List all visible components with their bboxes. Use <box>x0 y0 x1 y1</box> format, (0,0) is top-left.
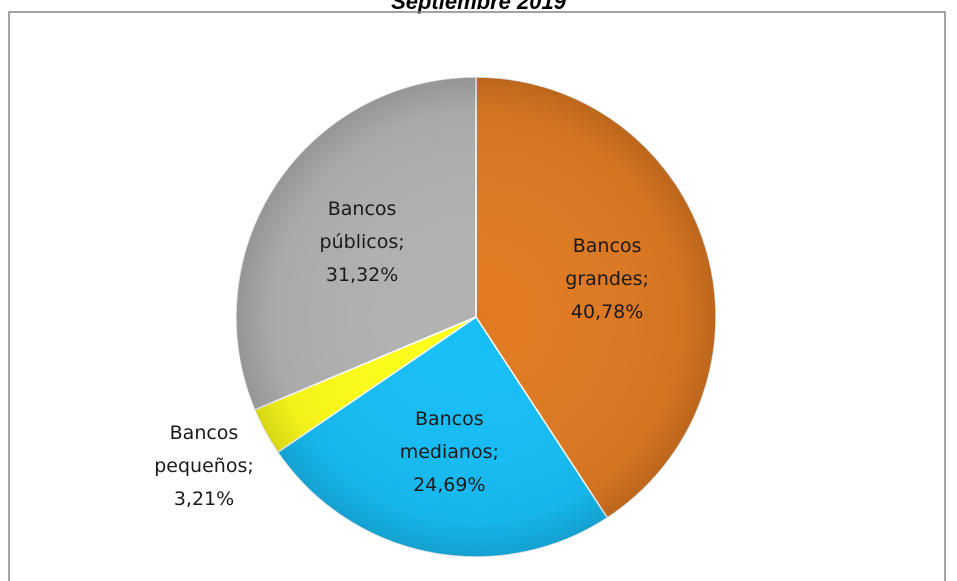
data-label-line: Bancos <box>170 422 239 444</box>
data-label-line: Bancos <box>573 235 642 257</box>
data-label-line: grandes; <box>565 268 649 290</box>
data-label-line: Bancos <box>328 198 397 220</box>
data-label-bancos-grandes: Bancos grandes; 40,78% <box>565 235 649 323</box>
data-label-line: 3,21% <box>174 488 234 510</box>
data-label-line: Bancos <box>415 408 484 430</box>
data-label-bancos-pequenos: Bancos pequeños; 3,21% <box>154 422 254 510</box>
data-label-bancos-medianos: Bancos medianos; 24,69% <box>400 408 499 496</box>
data-label-line: medianos; <box>400 441 499 463</box>
data-label-line: pequeños; <box>154 455 254 477</box>
data-label-line: públicos; <box>320 231 405 253</box>
chart-frame <box>8 11 946 581</box>
data-label-bancos-publicos: Bancos públicos; 31,32% <box>320 198 405 286</box>
slice-labels: Bancos grandes; 40,78% Bancos medianos; 24,69… <box>154 198 649 510</box>
data-label-line: 31,32% <box>326 264 398 286</box>
data-label-line: 40,78% <box>571 301 643 323</box>
data-label-line: 24,69% <box>413 474 485 496</box>
chart-title: Septiembre 2019 <box>391 0 566 14</box>
